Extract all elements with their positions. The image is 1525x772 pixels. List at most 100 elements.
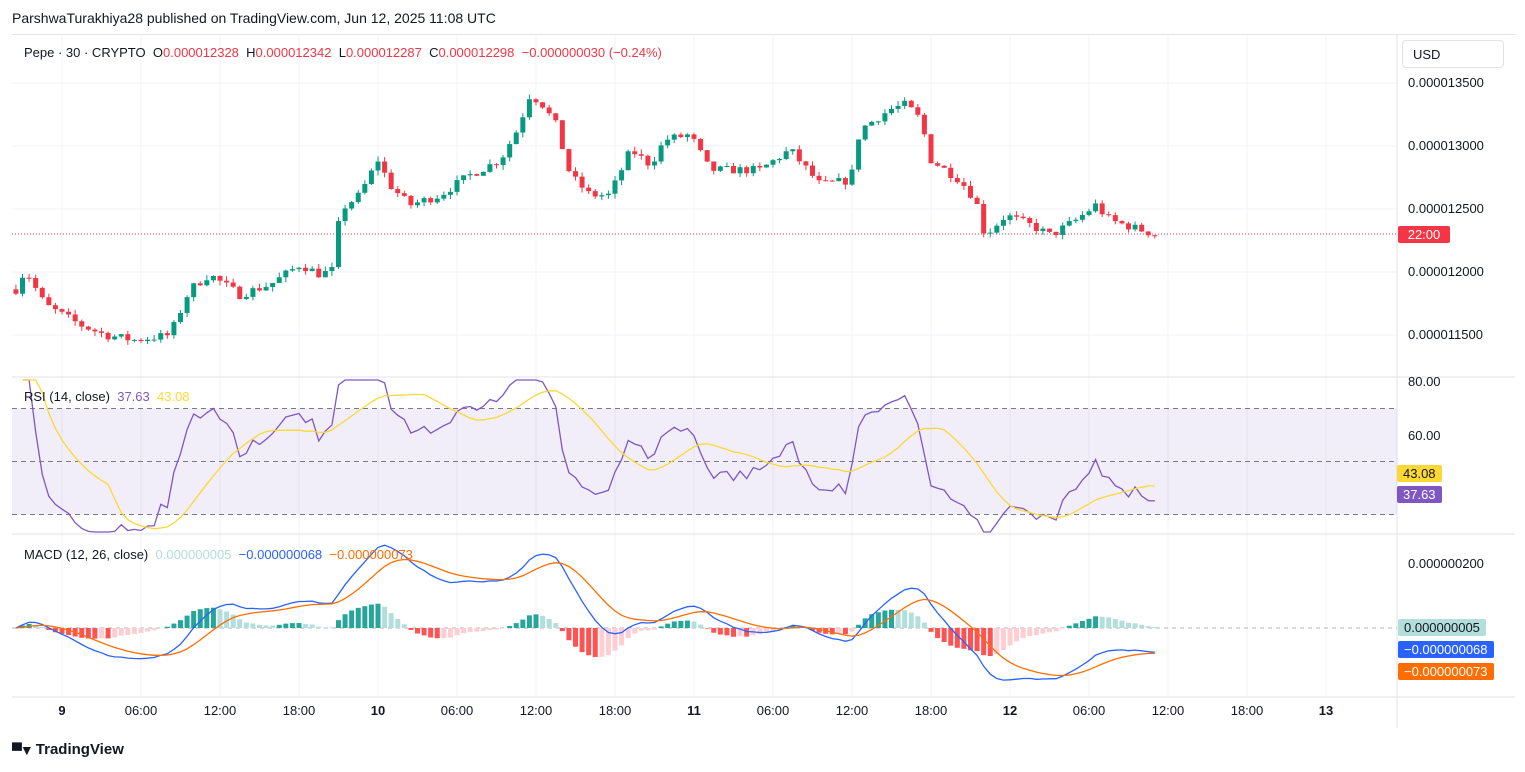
- macd-histogram-bar: [20, 625, 25, 628]
- macd-line: [15, 544, 1155, 681]
- macd-histogram-bar: [283, 623, 289, 628]
- candle-body: [224, 280, 230, 283]
- candle-body: [790, 149, 796, 152]
- rsi-legend[interactable]: RSI (14, close) 37.63 43.08: [24, 389, 190, 404]
- candle-body: [796, 149, 802, 162]
- candle-body: [138, 339, 144, 342]
- candle-body: [1139, 224, 1145, 232]
- price-axis-label: 0.000012500: [1408, 201, 1484, 216]
- candle-body: [191, 283, 197, 298]
- macd-histogram-bar: [559, 628, 565, 632]
- macd-histogram-bar: [829, 628, 835, 635]
- candle-body: [474, 174, 480, 176]
- macd-histogram-bar: [92, 628, 98, 639]
- macd-histogram-bar: [263, 625, 269, 628]
- macd-label: MACD (12, 26, close): [24, 547, 149, 562]
- macd-histogram-bar: [948, 628, 954, 646]
- candle-body: [243, 296, 249, 299]
- macd-histogram-bar: [388, 613, 394, 628]
- tradingview-logo[interactable]: ▀▼ TradingView: [12, 741, 124, 758]
- macd-histogram-bar: [717, 628, 723, 635]
- price-axis-label: 0.000013000: [1408, 138, 1484, 153]
- candle-body: [1112, 215, 1118, 222]
- macd-histogram-bar: [658, 626, 664, 628]
- macd-histogram-bar: [744, 628, 750, 637]
- candle-body: [1020, 216, 1026, 219]
- candle-body: [164, 333, 170, 336]
- candle-body: [1060, 225, 1066, 235]
- macd-histogram-bar: [1093, 616, 1099, 628]
- price-axis-label: 0.000013500: [1408, 75, 1484, 90]
- candle-body: [395, 189, 401, 194]
- candle-body: [579, 176, 585, 188]
- macd-histogram-bar: [401, 624, 407, 628]
- macd-tag: −0.000000068: [1398, 641, 1494, 658]
- open-value: 0.000012328: [163, 45, 239, 60]
- macd-legend[interactable]: MACD (12, 26, close) 0.000000005 −0.0000…: [24, 547, 413, 562]
- candle-body: [1106, 214, 1112, 216]
- macd-histogram-bar: [441, 628, 447, 639]
- macd-histogram-bar: [79, 628, 85, 638]
- candle-body: [711, 161, 717, 171]
- macd-histogram-bar: [461, 628, 467, 634]
- candle-body: [59, 309, 65, 312]
- macd-histogram-bar: [316, 626, 322, 628]
- macd-histogram-bar: [954, 628, 960, 648]
- candle-body: [33, 278, 39, 288]
- rsi-axis-label: 80.00: [1408, 374, 1441, 389]
- candle-body: [895, 105, 901, 109]
- macd-histogram-bar: [507, 625, 513, 628]
- macd-histogram-bar: [652, 628, 657, 630]
- candle-body: [704, 150, 710, 162]
- macd-histogram-bar: [375, 603, 381, 628]
- macd-histogram-bar: [250, 623, 256, 628]
- candle-body: [105, 332, 111, 340]
- time-axis-label: 12:00: [203, 703, 237, 718]
- candle-body: [349, 202, 355, 209]
- candle-body: [1014, 215, 1020, 217]
- candle-body: [803, 161, 809, 166]
- macd-histogram-bar: [599, 628, 605, 657]
- candle-body: [559, 120, 565, 150]
- candle-body: [744, 167, 750, 174]
- candle-body: [1033, 222, 1039, 232]
- macd-histogram-bar: [428, 628, 434, 638]
- macd-histogram-bar: [1000, 628, 1006, 650]
- macd-histogram-bar: [125, 628, 131, 635]
- macd-histogram-bar: [941, 628, 947, 643]
- macd-histogram-bar: [217, 609, 223, 628]
- candle-body: [671, 134, 677, 140]
- macd-histogram-bar: [66, 628, 72, 636]
- candle-body: [783, 151, 789, 159]
- macd-histogram-bar: [204, 608, 210, 628]
- macd-histogram-bar: [480, 628, 486, 632]
- time-axis-label: 06:00: [1072, 703, 1106, 718]
- candle-body: [99, 331, 104, 333]
- candle-body: [750, 165, 756, 174]
- close-value: 0.000012298: [438, 45, 515, 60]
- macd-signal-value: −0.000000073: [329, 547, 413, 562]
- macd-histogram-bar: [981, 628, 987, 656]
- macd-histogram-bar: [1027, 628, 1033, 637]
- candle-body: [487, 164, 493, 172]
- candle-body: [26, 277, 32, 279]
- candle-body: [447, 191, 453, 195]
- open-label: O: [152, 45, 163, 60]
- currency-selector[interactable]: USD: [1402, 40, 1504, 68]
- time-axis-label: 10: [370, 703, 386, 718]
- macd-histogram-bar: [836, 628, 842, 634]
- candle-body: [513, 132, 519, 145]
- macd-histogram-bar: [1033, 628, 1039, 636]
- macd-histogram-bar: [85, 628, 91, 639]
- candle-body: [257, 288, 262, 291]
- macd-histogram-bar: [191, 611, 197, 628]
- chart-frame[interactable]: [12, 34, 1515, 729]
- candle-body: [968, 185, 973, 198]
- candle-body: [66, 311, 72, 315]
- time-axis-label: 12:00: [1151, 703, 1185, 718]
- macd-histogram-bar: [474, 628, 480, 632]
- macd-histogram-bar: [810, 628, 815, 631]
- candle-body: [698, 138, 704, 151]
- candle-body: [889, 108, 894, 114]
